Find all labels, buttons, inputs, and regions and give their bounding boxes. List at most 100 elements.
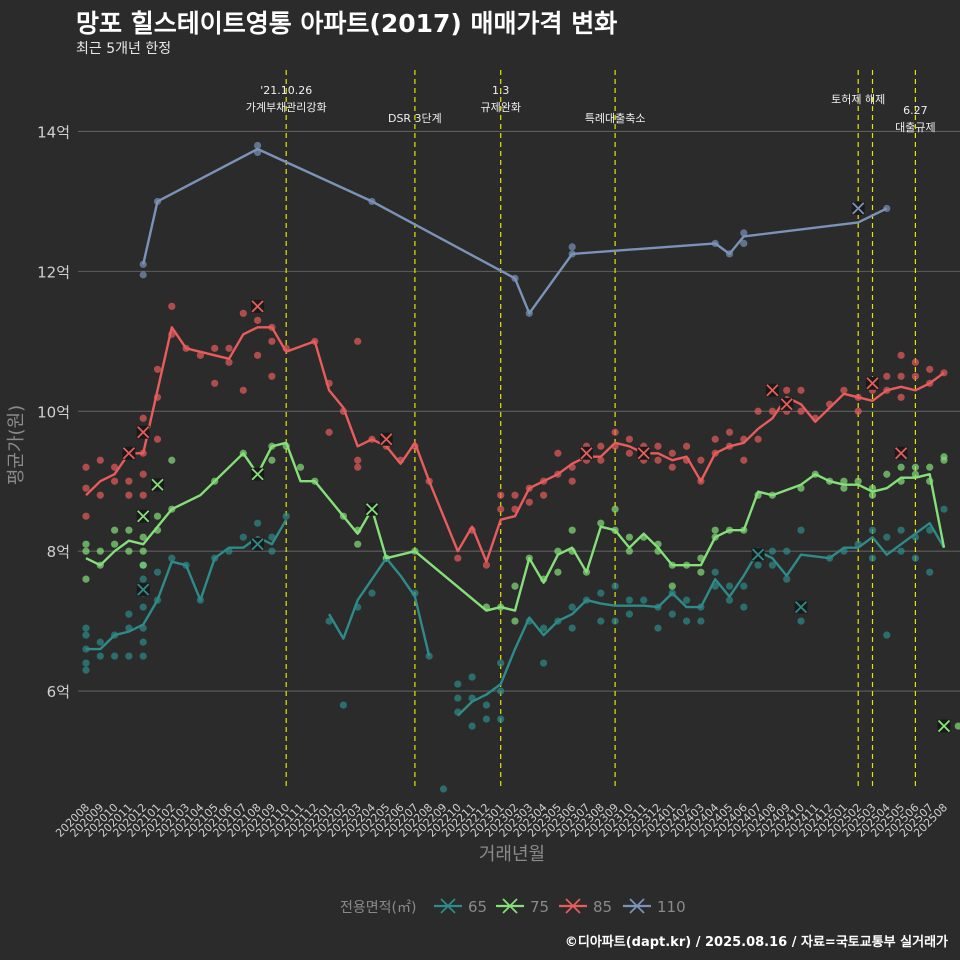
data-point xyxy=(511,491,519,499)
data-point xyxy=(883,470,891,478)
data-point xyxy=(711,526,719,534)
data-point xyxy=(139,575,147,583)
data-point xyxy=(96,638,104,646)
data-point xyxy=(897,393,905,401)
data-point xyxy=(468,673,476,681)
data-point xyxy=(754,561,762,569)
data-point xyxy=(497,659,505,667)
data-point xyxy=(697,456,705,464)
data-point xyxy=(554,568,562,576)
data-point xyxy=(668,610,676,618)
data-point xyxy=(96,547,104,555)
data-point xyxy=(625,547,634,555)
data-point xyxy=(454,680,462,688)
data-point xyxy=(740,239,748,247)
data-point xyxy=(82,666,90,674)
data-point xyxy=(82,624,90,632)
data-point xyxy=(82,540,90,548)
data-point xyxy=(482,715,490,723)
data-point xyxy=(697,617,705,625)
series-75-x-marks xyxy=(136,467,951,733)
data-point xyxy=(883,533,891,541)
data-point xyxy=(697,568,705,576)
legend-key-mark xyxy=(629,898,645,914)
y-tick-label: 8억 xyxy=(47,543,70,561)
data-point xyxy=(926,463,934,471)
data-point xyxy=(125,610,133,618)
data-point xyxy=(725,428,734,436)
data-point xyxy=(168,456,176,464)
data-point xyxy=(511,617,519,625)
data-point xyxy=(497,491,505,499)
data-point xyxy=(96,456,104,464)
x-mark xyxy=(637,447,650,460)
legend-title: 전용면적(㎡) xyxy=(340,900,416,916)
data-point xyxy=(482,701,490,709)
data-point xyxy=(96,652,104,660)
data-point xyxy=(354,456,362,464)
series-110-points xyxy=(139,141,891,317)
data-point xyxy=(139,533,147,541)
data-point xyxy=(568,243,576,251)
data-point xyxy=(111,463,119,471)
data-point xyxy=(540,491,548,499)
data-point xyxy=(625,533,634,541)
event-annotation: 6.27 xyxy=(903,104,928,117)
data-point xyxy=(268,547,276,555)
data-point xyxy=(568,624,576,632)
data-point xyxy=(254,519,262,527)
data-point xyxy=(82,659,90,667)
data-point xyxy=(196,351,204,359)
data-point xyxy=(268,372,276,380)
data-point xyxy=(139,652,147,660)
data-point xyxy=(625,449,634,457)
x-mark xyxy=(894,447,908,460)
x-mark xyxy=(852,202,865,215)
source-caption: ©디아파트(dapt.kr) / 2025.08.16 / 자료=국토교통부 실… xyxy=(564,935,948,950)
data-point xyxy=(82,631,90,639)
data-point xyxy=(225,358,233,366)
data-point xyxy=(439,785,448,793)
x-tick-labels: 2020082020092020102020112020122021012021… xyxy=(53,801,950,840)
data-point xyxy=(797,526,805,534)
data-point xyxy=(268,337,276,345)
data-point xyxy=(254,316,262,324)
x-mark xyxy=(137,510,150,523)
data-point xyxy=(668,449,676,457)
data-point xyxy=(111,540,119,548)
data-point xyxy=(683,617,691,625)
data-point xyxy=(597,617,605,625)
chart-title: 망포 힐스테이트영통 아파트(2017) 매매가격 변화 xyxy=(76,9,618,38)
event-annotation: DSR 3단계 xyxy=(388,112,442,125)
data-point xyxy=(668,463,676,471)
data-point xyxy=(254,141,262,150)
x-mark xyxy=(137,583,150,596)
series-110-x-marks xyxy=(851,201,865,215)
legend-label-110: 110 xyxy=(657,898,686,916)
data-point xyxy=(868,526,877,534)
series-85-points xyxy=(82,302,948,569)
data-point xyxy=(468,722,476,730)
data-point xyxy=(954,722,960,730)
data-point xyxy=(740,603,748,611)
legend-label-85: 85 xyxy=(593,898,612,916)
event-annotation: 특례대출축소 xyxy=(585,112,646,125)
series-85-line xyxy=(85,326,945,563)
legend-key-mark xyxy=(502,898,518,914)
data-point xyxy=(897,463,905,471)
x-mark xyxy=(937,719,951,733)
event-annotation: 규제완화 xyxy=(480,101,520,114)
data-point xyxy=(354,463,362,471)
data-point xyxy=(568,603,576,611)
data-point xyxy=(368,589,376,597)
series-65-x-marks xyxy=(136,537,808,614)
data-point xyxy=(797,386,805,394)
data-point xyxy=(840,386,848,394)
series-110-line xyxy=(142,147,888,315)
event-annotation: '21.10.26 xyxy=(260,84,312,97)
data-point xyxy=(125,652,133,660)
y-tick-labels: 6억 8억 10억 12억 14억 xyxy=(37,123,70,701)
legend-key-mark xyxy=(565,898,581,914)
data-point xyxy=(511,582,519,590)
